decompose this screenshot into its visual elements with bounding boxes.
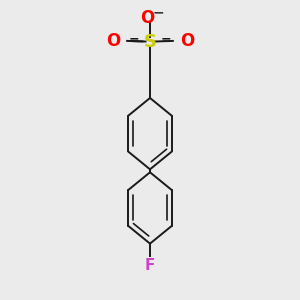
Text: O: O [106, 32, 120, 50]
Text: =: = [128, 34, 139, 46]
Text: −: − [152, 6, 164, 20]
Text: O: O [180, 32, 194, 50]
Text: =: = [161, 34, 172, 46]
Text: O: O [140, 9, 154, 27]
Text: S: S [143, 32, 157, 50]
Text: F: F [145, 259, 155, 274]
